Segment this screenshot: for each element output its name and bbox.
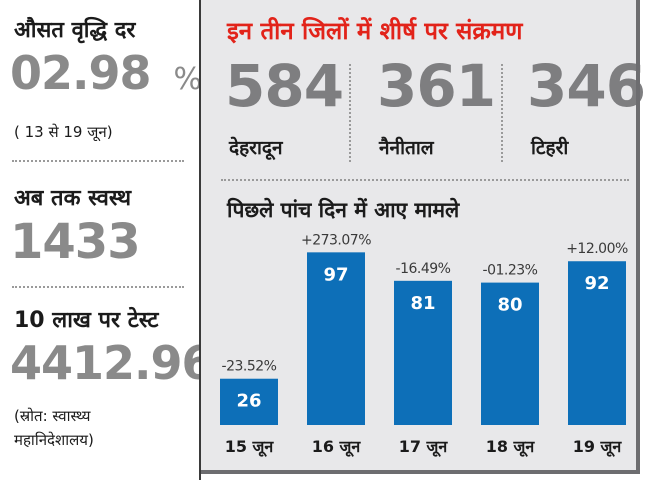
recovered-label: अब तक स्वस्थ — [14, 186, 132, 211]
bar — [481, 282, 539, 425]
district-count: 361 — [377, 52, 496, 120]
district-count: 584 — [225, 52, 344, 120]
bar-value-label: 81 — [410, 293, 435, 314]
bar-change-annotation: +273.07% — [301, 232, 371, 248]
growth-rate-number: 02.98 — [10, 46, 152, 100]
district-count: 346 — [527, 52, 646, 120]
category-label: 18 जून — [486, 437, 536, 457]
bar-change-annotation: -01.23% — [483, 263, 538, 279]
district-name: देहरादून — [229, 137, 283, 159]
source-line1: (स्रोत: स्वास्थ्य — [14, 407, 91, 425]
bar-change-annotation: -16.49% — [396, 261, 451, 277]
category-label: 19 जून — [573, 437, 623, 457]
divider — [12, 160, 184, 162]
bar-change-annotation: -23.52% — [222, 359, 277, 375]
bar — [220, 378, 278, 425]
bar-chart: 26 -23.52% 15 जून 97 +273.07% 16 जून 81 -16.49%… — [220, 232, 628, 457]
bar — [568, 261, 626, 425]
districts-title: इन तीन जिलों में शीर्ष पर संक्रमण — [227, 17, 523, 45]
bar-value-label: 80 — [497, 295, 522, 316]
source-line2: महानिदेशालय) — [14, 431, 94, 449]
divider — [12, 286, 184, 288]
bar-value-label: 26 — [236, 391, 261, 412]
growth-rate-label: औसत वृद्धि दर — [14, 18, 136, 43]
tests-value: 4412.96 — [10, 336, 214, 390]
district-name: टिहरी — [531, 137, 569, 159]
divider — [221, 179, 629, 181]
bar — [394, 280, 452, 425]
category-label: 17 जून — [399, 437, 449, 457]
column-rule — [199, 0, 201, 480]
bar — [307, 252, 365, 425]
chart-title: पिछले पांच दिन में आए मामले — [227, 198, 460, 222]
infographic-panel: इन तीन जिलों में शीर्ष पर संक्रमण 584 दे… — [201, 0, 646, 470]
growth-rate-period: ( 13 से 19 जून) — [14, 123, 113, 141]
divider — [501, 64, 503, 162]
tests-label: 10 लाख पर टेस्ट — [14, 308, 159, 333]
growth-rate-unit: % — [173, 62, 202, 97]
recovered-value: 1433 — [10, 214, 141, 270]
panel-shadow — [636, 0, 640, 472]
stats-panel: औसत वृद्धि दर 02.98 % ( 13 से 19 जून) अब… — [0, 0, 214, 480]
bar-value-label: 97 — [323, 264, 348, 285]
bar-value-label: 92 — [584, 273, 609, 294]
divider — [349, 64, 351, 162]
category-label: 15 जून — [225, 437, 275, 457]
district-name: नैनीताल — [379, 137, 434, 159]
panel-shadow — [201, 470, 640, 474]
growth-rate-value: 02.98 % — [10, 46, 202, 100]
bar-change-annotation: +12.00% — [566, 241, 628, 257]
category-label: 16 जून — [312, 437, 362, 457]
